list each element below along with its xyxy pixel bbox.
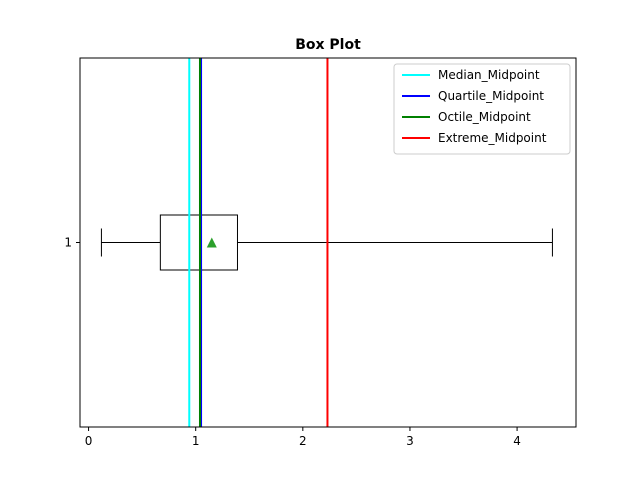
x-tick-label: 1 [192,434,200,448]
x-tick-label: 3 [406,434,414,448]
iqr-box [159,214,238,271]
legend-label: Octile_Midpoint [438,110,531,124]
y-axis: 1 [64,236,80,250]
legend-label: Median_Midpoint [438,68,540,82]
legend: Median_Midpoint Quartile_Midpoint Octile_M… [393,63,571,155]
chart-title: Box Plot [295,37,361,53]
legend-label: Quartile_Midpoint [438,89,544,103]
y-tick-label: 1 [64,236,72,250]
x-tick-label: 2 [299,434,307,448]
mean-marker [206,237,217,248]
legend-box [393,63,571,155]
x-axis: 0 1 2 3 4 [85,427,521,448]
legend-label: Extreme_Midpoint [438,131,547,145]
plot-area [100,58,553,427]
x-tick-label: 4 [513,434,521,448]
x-tick-label: 0 [85,434,93,448]
